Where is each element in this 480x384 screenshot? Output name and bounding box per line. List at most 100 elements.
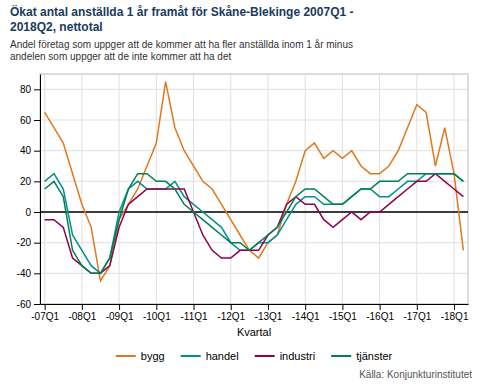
legend-item: handel: [181, 350, 239, 362]
legend-swatch: [255, 355, 275, 357]
legend-label: handel: [206, 350, 239, 362]
x-tick: -09Q1: [106, 304, 134, 322]
grid-line-x: [193, 74, 194, 304]
x-tick-mark: [305, 304, 306, 310]
y-tick-label: 0: [25, 207, 31, 218]
series-line: [45, 174, 464, 274]
grid-line-y: [40, 150, 468, 151]
x-axis: -07Q1 -08Q1 -09Q1 -10Q1 -11Q1 -12Q1 -13Q1 -14Q1…: [31, 304, 469, 322]
y-tick: 20: [20, 176, 40, 187]
y-tick-label: 80: [20, 84, 32, 95]
x-tick-mark: [268, 304, 269, 310]
y-tick-mark: [34, 89, 40, 90]
plot-frame: [40, 74, 468, 304]
x-tick: -15Q1: [329, 304, 357, 322]
subtitle: andelen som uppger att de inte kommer at…: [10, 51, 231, 62]
legend-label: tjänster: [356, 350, 392, 362]
grid: [40, 74, 468, 304]
y-tick-mark: [34, 181, 40, 182]
y-tick: -60: [17, 299, 40, 310]
y-tick-label: -20: [17, 237, 32, 248]
x-tick-label: -16Q1: [366, 311, 394, 322]
grid-line-x: [416, 74, 417, 304]
grid-line-y: [40, 120, 468, 121]
title: 2018Q2, nettotal: [10, 20, 103, 34]
y-tick-label: 20: [20, 176, 32, 187]
series-line: [45, 82, 464, 281]
legend-item: industri: [255, 350, 315, 362]
title: Ökat antal anställda 1 år framåt för Skå…: [10, 4, 353, 19]
y-tick-mark: [34, 243, 40, 244]
grid-line-y: [40, 89, 468, 90]
y-tick-label: -40: [17, 268, 32, 279]
source: Källa: Konjunkturinstitutet: [359, 369, 472, 380]
x-axis-title: Kvartal: [237, 326, 271, 338]
x-tick: -14Q1: [292, 304, 320, 322]
x-tick-mark: [454, 304, 455, 310]
legend-label: industri: [280, 350, 315, 362]
legend-swatch: [116, 355, 136, 357]
y-tick: 60: [20, 115, 40, 126]
x-tick-label: -18Q1: [441, 311, 469, 322]
x-axis-line: [41, 304, 469, 305]
legend-swatch: [181, 355, 201, 357]
x-tick: -13Q1: [255, 304, 283, 322]
grid-line-y: [40, 181, 468, 182]
x-tick: -17Q1: [403, 304, 431, 322]
x-tick-label: -12Q1: [217, 311, 245, 322]
series-line: [45, 174, 464, 274]
y-tick-label: 60: [20, 115, 32, 126]
y-tick: -40: [17, 268, 40, 279]
x-tick: -11Q1: [180, 304, 207, 322]
x-tick: -16Q1: [366, 304, 394, 322]
x-tick-label: -13Q1: [255, 311, 283, 322]
chart: Ökat antal anställda 1 år framåt för Skå…: [0, 0, 480, 384]
x-tick-label: -14Q1: [292, 311, 320, 322]
legend-swatch: [331, 355, 351, 357]
x-tick-label: -15Q1: [329, 311, 357, 322]
x-tick-mark: [82, 304, 83, 310]
x-tick-mark: [380, 304, 381, 310]
grid-line-y: [40, 242, 468, 243]
grid-line-x: [81, 74, 82, 304]
grid-line-x: [119, 74, 120, 304]
x-tick-label: -08Q1: [68, 311, 96, 322]
y-axis: -60 -40 -20 0 20 40 60 80: [17, 75, 41, 310]
y-tick-mark: [34, 120, 40, 121]
x-tick-mark: [194, 304, 195, 310]
subtitle: Andel företag som uppger att de kommer a…: [10, 39, 353, 50]
x-tick: -12Q1: [217, 304, 245, 322]
x-tick-mark: [156, 304, 157, 310]
x-tick-mark: [45, 304, 46, 310]
x-tick-label: -11Q1: [180, 311, 207, 322]
x-tick-label: -10Q1: [143, 311, 171, 322]
x-tick: -18Q1: [441, 304, 469, 322]
y-tick-mark: [34, 273, 40, 274]
grid-line-x: [379, 74, 380, 304]
y-tick-label: -60: [17, 299, 32, 310]
y-tick: 0: [25, 207, 40, 218]
x-tick-mark: [342, 304, 343, 310]
legend-item: bygg: [116, 350, 165, 362]
grid-line-y: [40, 212, 468, 213]
zero-line: [40, 211, 468, 213]
grid-line-x: [230, 74, 231, 304]
y-tick: -20: [17, 237, 40, 248]
x-tick: -08Q1: [68, 304, 96, 322]
y-tick-label: 40: [20, 145, 32, 156]
legend: bygg handel industri tjänster: [116, 350, 393, 362]
x-tick-label: -07Q1: [31, 311, 59, 322]
x-tick-label: -17Q1: [403, 311, 431, 322]
x-tick: -10Q1: [143, 304, 171, 322]
series-line: [45, 174, 464, 274]
x-tick-mark: [417, 304, 418, 310]
y-tick: 80: [20, 84, 40, 95]
x-tick-label: -09Q1: [106, 311, 134, 322]
legend-label: bygg: [141, 350, 165, 362]
y-axis-line: [40, 75, 41, 305]
x-tick-mark: [231, 304, 232, 310]
y-tick-mark: [34, 304, 40, 305]
legend-item: tjänster: [331, 350, 392, 362]
y-tick: 40: [20, 145, 40, 156]
grid-line-x: [342, 74, 343, 304]
